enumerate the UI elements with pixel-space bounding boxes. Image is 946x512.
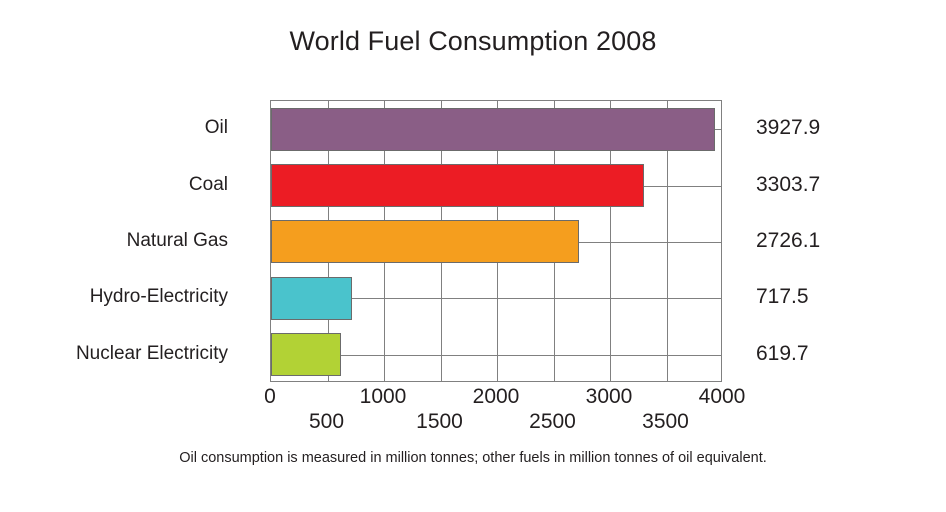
value-label-slot: 717.5 xyxy=(756,269,936,325)
x-tick-label: 2000 xyxy=(472,385,520,408)
chart-title: World Fuel Consumption 2008 xyxy=(289,26,657,56)
category-label-slot: Nuclear Electricity xyxy=(0,326,228,382)
category-label-slot: Coal xyxy=(0,156,228,212)
bar-nuclear-electricity[interactable] xyxy=(271,333,342,377)
value-label: 3927.9 xyxy=(756,116,821,140)
x-tick-label: 2500 xyxy=(529,410,576,433)
x-tick-label: 500 xyxy=(308,410,345,433)
x-tick-label: 3000 xyxy=(585,385,633,408)
category-label-slot: Hydro-Electricity xyxy=(0,269,228,325)
y-axis-category-labels: Oil Coal Natural Gas Hydro-Electricity Nucle… xyxy=(0,100,228,382)
x-tick-label: 0 xyxy=(264,385,276,408)
bar-row xyxy=(271,270,723,326)
value-label: 3303.7 xyxy=(756,172,821,196)
bar-natural-gas[interactable] xyxy=(271,220,580,264)
bar-oil[interactable] xyxy=(271,107,715,151)
category-label-slot: Natural Gas xyxy=(0,213,228,269)
chart-footnote: Oil consumption is measured in million t… xyxy=(179,450,767,466)
x-axis-tick-labels: 0 500 1000 1500 2000 2500 3000 3500 4000 xyxy=(0,383,946,443)
value-label: 2726.1 xyxy=(756,228,821,252)
value-label-slot: 619.7 xyxy=(756,326,936,382)
x-gridline xyxy=(666,101,668,381)
x-tick-label: 4000 xyxy=(698,385,746,408)
plot-area xyxy=(270,100,722,382)
x-tick-label: 1000 xyxy=(359,385,407,408)
y-gridline xyxy=(271,354,721,356)
x-tick-label: 3500 xyxy=(642,410,689,433)
bar-row xyxy=(271,327,723,383)
category-label: Oil xyxy=(204,117,228,139)
x-tick-label: 1500 xyxy=(416,410,463,433)
bar-hydro-electricity[interactable] xyxy=(271,276,353,320)
category-label: Coal xyxy=(188,173,228,195)
y-gridline xyxy=(271,298,721,300)
bar-row xyxy=(271,101,723,157)
bar-value-labels: 3927.9 3303.7 2726.1 717.5 619.7 xyxy=(756,100,936,382)
value-label-slot: 2726.1 xyxy=(756,213,936,269)
value-label: 619.7 xyxy=(756,341,809,365)
bar-coal[interactable] xyxy=(271,163,645,207)
category-label: Nuclear Electricity xyxy=(75,342,228,364)
value-label: 717.5 xyxy=(756,285,809,309)
bar-row xyxy=(271,157,723,213)
bar-row xyxy=(271,214,723,270)
category-label: Natural Gas xyxy=(126,229,228,251)
category-label: Hydro-Electricity xyxy=(89,286,228,308)
category-label-slot: Oil xyxy=(0,100,228,156)
value-label-slot: 3303.7 xyxy=(756,156,936,212)
x-gridline xyxy=(610,101,611,381)
value-label-slot: 3927.9 xyxy=(756,100,936,156)
